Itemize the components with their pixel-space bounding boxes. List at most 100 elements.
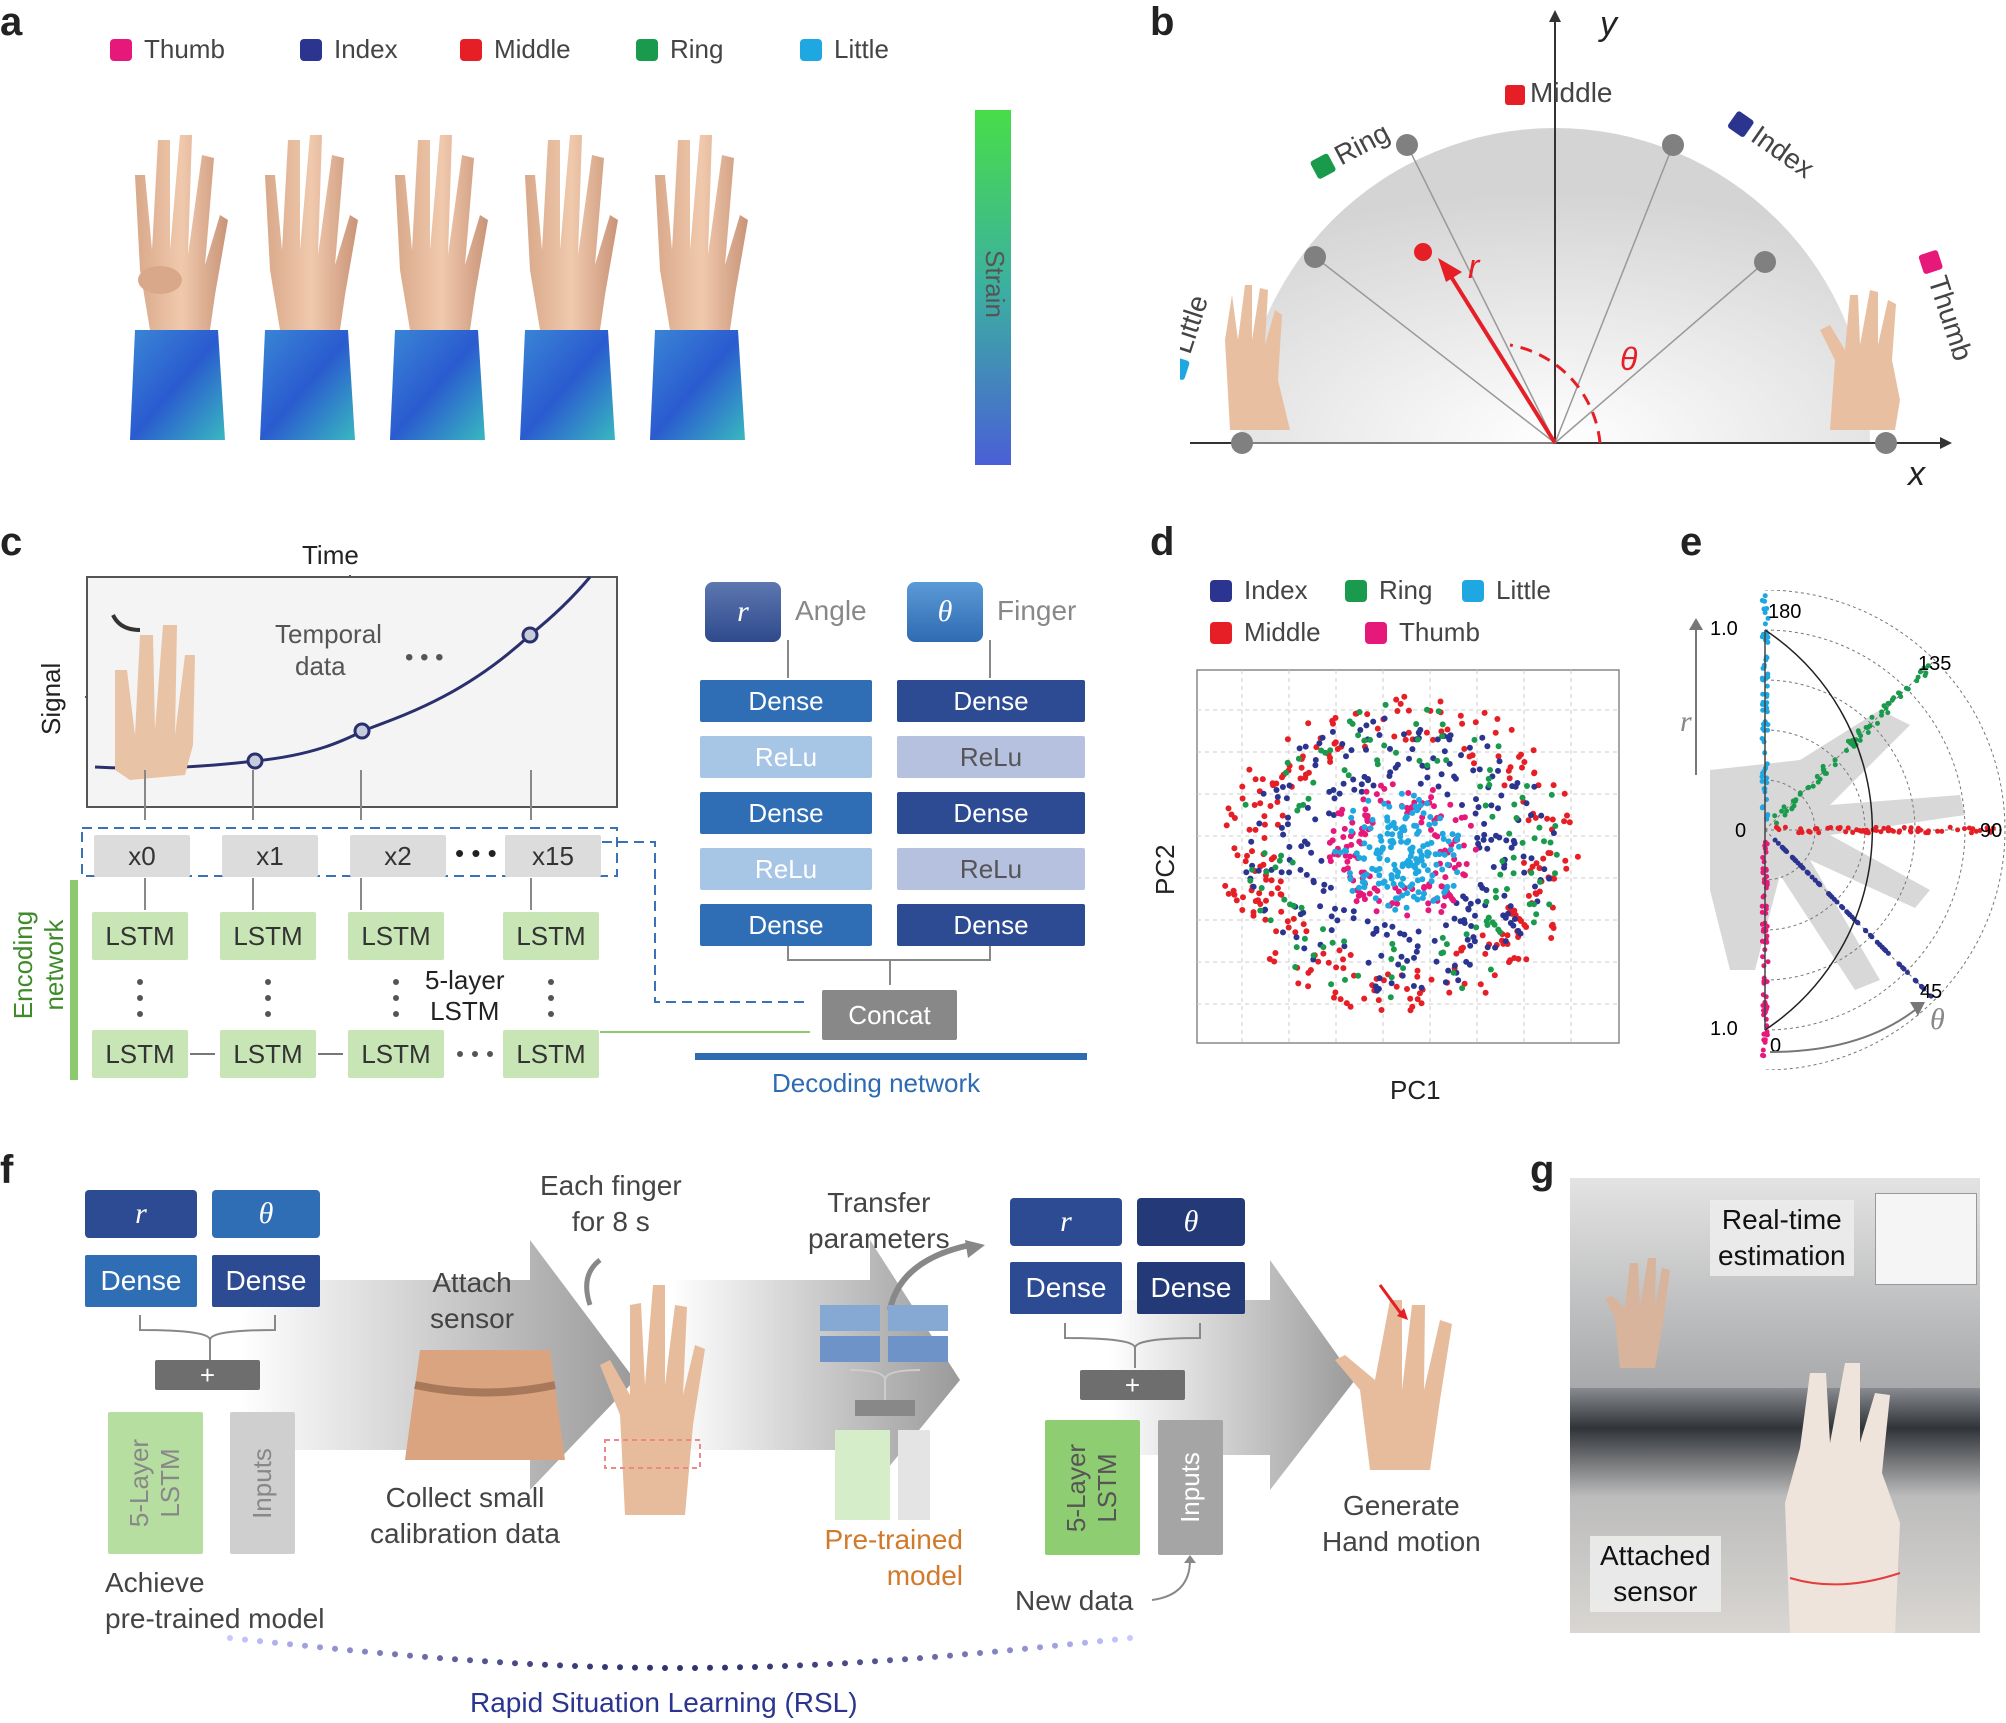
polar-point [1947, 824, 1953, 830]
rsl-dot [587, 1663, 593, 1670]
scatter-point [1491, 921, 1498, 928]
scatter-point [1410, 792, 1417, 799]
scatter-point [1563, 865, 1570, 872]
scatter-point [1493, 832, 1499, 839]
polar-point [1875, 720, 1880, 726]
output-theta: θ [907, 582, 983, 642]
scatter-point [1424, 774, 1431, 781]
polar-point [1759, 778, 1765, 784]
legend-label: Index [334, 34, 398, 64]
scatter-point [1428, 878, 1435, 885]
scatter-point [1454, 869, 1461, 876]
rsl-dot [437, 1655, 443, 1662]
attach-label-1: Attach [432, 1267, 512, 1298]
dense-layer: Dense [897, 792, 1085, 834]
scatter-point [1388, 980, 1395, 987]
polar-point [1779, 808, 1785, 814]
polar-point [1761, 1031, 1767, 1037]
scatter-point [1247, 877, 1254, 884]
scatter-point [1402, 736, 1409, 743]
scatter-point [1295, 980, 1302, 987]
each-label-2: for 8 s [571, 1206, 650, 1237]
scatter-point [1278, 869, 1285, 876]
scatter-point [1523, 800, 1530, 807]
attached-label-1: Attached [1600, 1540, 1711, 1571]
rsl-dot [377, 1650, 383, 1656]
scatter-point [1297, 866, 1304, 873]
decoding-bar [695, 1053, 1087, 1060]
rsl-dot [617, 1664, 623, 1671]
scatter-point [1437, 815, 1444, 822]
scatter-point [1263, 897, 1269, 904]
scatter-point [1529, 863, 1536, 870]
scatter-point [1410, 983, 1417, 989]
arm-render [260, 135, 358, 440]
scatter-point [1492, 944, 1499, 951]
inputs-block: Inputs [1158, 1420, 1223, 1555]
scatter-point [1439, 866, 1446, 873]
scatter-point [1273, 787, 1280, 793]
scatter-point [1298, 764, 1305, 771]
scatter-point [1467, 942, 1474, 949]
scatter-point [1330, 812, 1337, 818]
input-x0: x0 [94, 835, 190, 877]
scatter-point [1350, 915, 1357, 922]
polar-point [1840, 905, 1846, 911]
photo-setup: Real-time estimation Attached sensor [1570, 1178, 1980, 1633]
generate-label-2: Hand motion [1322, 1526, 1481, 1557]
scatter-point [1470, 767, 1477, 774]
rsl-dot [722, 1664, 728, 1671]
polar-point [1921, 665, 1927, 671]
scatter-point [1419, 895, 1426, 901]
scatter-point [1498, 792, 1505, 799]
scatter-point [1462, 895, 1469, 902]
theta-label: θ [1620, 341, 1638, 377]
rsl-dot [1022, 1645, 1028, 1652]
swatch [636, 38, 658, 61]
lstm-label-2: LSTM [1092, 1452, 1123, 1523]
tick-90: 90 [1980, 820, 2002, 842]
arrow-icon [965, 1240, 985, 1258]
scatter-point [1301, 945, 1308, 952]
arrow-icon [111, 614, 141, 632]
scatter-point [1403, 860, 1410, 867]
scatter-point [1329, 837, 1336, 844]
scatter-point [1484, 944, 1491, 951]
pretrained-label-1: Pre-trained [824, 1524, 963, 1555]
scatter-point [1230, 887, 1237, 894]
polar-point [1816, 830, 1822, 836]
scatter-point [1375, 997, 1382, 1004]
rsl-dot [962, 1651, 968, 1658]
polar-point [1764, 923, 1770, 929]
scatter-point [1447, 846, 1454, 853]
dense-layer: Dense [897, 904, 1085, 946]
ellipsis: • • • [405, 644, 444, 671]
scatter-point [1480, 836, 1487, 843]
scatter-point [1433, 861, 1440, 868]
scatter-point [1295, 755, 1302, 762]
scatter-point [1430, 736, 1436, 743]
swatch [1180, 356, 1190, 380]
polar-point [1807, 829, 1813, 835]
polar-point [1816, 881, 1822, 887]
scatter-point [1391, 733, 1398, 740]
scatter-point [1310, 779, 1317, 786]
dense-layer: Dense [1010, 1262, 1122, 1314]
scatter-point [1366, 890, 1373, 897]
output-r: r [85, 1190, 197, 1238]
legend-label: Middle [494, 34, 571, 64]
lstm-label-2: LSTM [155, 1448, 186, 1518]
polar-point [1867, 932, 1873, 938]
scatter-point [1386, 773, 1393, 779]
scatter-point [1267, 917, 1274, 924]
polar-point [1881, 703, 1887, 709]
polar-point [1761, 859, 1767, 865]
scatter-point [1261, 821, 1268, 828]
lstm-cell: LSTM [220, 1030, 316, 1078]
polar-point [1764, 761, 1770, 767]
scatter-point [1407, 883, 1413, 890]
scatter-point [1502, 938, 1509, 945]
polar-point [1845, 910, 1851, 916]
r-vector [1448, 273, 1557, 445]
pretrained-label-2: model [886, 1560, 963, 1591]
